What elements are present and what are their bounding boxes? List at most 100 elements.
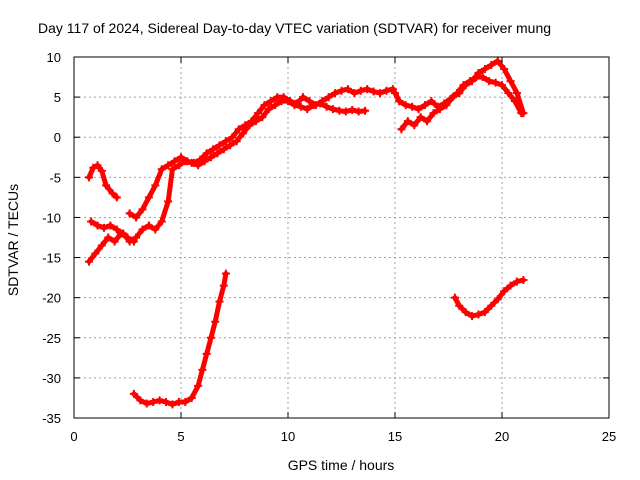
y-tick-label: -15 <box>42 251 61 266</box>
y-tick-label: 10 <box>47 50 61 65</box>
data-point <box>468 77 477 86</box>
data-point <box>303 105 312 114</box>
data-point <box>414 105 423 114</box>
data-point <box>318 97 327 106</box>
data-point <box>506 281 515 290</box>
data-point <box>348 105 357 114</box>
data-point <box>286 97 295 106</box>
data-point <box>136 396 145 405</box>
data-point <box>206 333 215 342</box>
data-point <box>211 317 220 326</box>
y-tick-label: -20 <box>42 291 61 306</box>
data-point <box>410 121 419 130</box>
data-point <box>369 87 378 96</box>
y-tick-label: 0 <box>54 130 61 145</box>
x-tick-label: 5 <box>177 429 184 444</box>
data-series-7 <box>129 269 230 409</box>
data-point <box>144 193 153 202</box>
data-point <box>491 78 500 87</box>
data-point <box>177 153 185 162</box>
data-point <box>99 223 108 232</box>
data-point <box>219 145 228 154</box>
data-point <box>142 399 151 408</box>
data-point <box>164 197 173 206</box>
data-point <box>149 397 158 406</box>
data-point <box>232 137 241 146</box>
data-point <box>241 121 250 130</box>
chart-title: Day 117 of 2024, Sidereal Day-to-day VTE… <box>38 20 551 36</box>
data-point <box>493 57 502 66</box>
data-point <box>187 393 196 402</box>
data-point <box>196 155 205 164</box>
data-point <box>341 107 350 116</box>
y-tick-label: -25 <box>42 331 61 346</box>
data-point <box>108 189 117 198</box>
x-tick-label: 15 <box>388 429 402 444</box>
data-point <box>213 149 222 158</box>
data-point <box>129 389 138 398</box>
data-point <box>474 69 483 78</box>
data-point <box>322 102 331 111</box>
data-point <box>298 93 307 102</box>
data-point <box>442 101 451 110</box>
series-trace <box>88 98 368 244</box>
data-point <box>209 145 218 154</box>
data-point <box>181 397 190 406</box>
tick-labels: 0 5 10 15 20 25 10 5 0 -5 -10 -15 -20 -25 -30 -35 <box>42 50 616 444</box>
data-point <box>350 89 359 98</box>
x-tick-label: 0 <box>70 429 77 444</box>
x-tick-label: 20 <box>495 429 509 444</box>
data-point <box>138 225 147 234</box>
data-point <box>183 157 192 166</box>
data-point <box>157 217 166 226</box>
y-axis-label: SDTVAR / TECUs <box>5 184 21 296</box>
data-point <box>97 166 106 175</box>
data-point <box>337 86 346 95</box>
y-tick-label: -30 <box>42 371 61 386</box>
data-point <box>435 105 444 114</box>
data-point <box>258 113 267 122</box>
data-point <box>194 381 203 390</box>
data-point <box>311 101 320 110</box>
data-series-4 <box>125 85 404 222</box>
data-point <box>519 109 528 118</box>
data-point <box>168 165 177 174</box>
data-point <box>506 77 515 86</box>
data-point <box>427 97 436 106</box>
data-point <box>151 181 160 190</box>
y-tick-label: 5 <box>54 90 61 105</box>
data-point <box>202 149 211 158</box>
data-point <box>493 295 502 304</box>
data-point <box>170 157 179 166</box>
data-point <box>132 233 141 242</box>
data-point <box>324 93 333 102</box>
data-point <box>403 117 412 126</box>
data-point <box>408 102 417 111</box>
data-series-2 <box>87 97 370 246</box>
data-point <box>89 163 98 172</box>
data-point <box>260 101 269 110</box>
data-point <box>328 105 337 114</box>
data-point <box>356 86 365 95</box>
data-point <box>264 105 273 114</box>
data-point <box>221 137 230 146</box>
data-point <box>266 97 275 106</box>
data-point <box>487 61 496 70</box>
data-point <box>162 397 171 406</box>
data-point <box>512 89 521 98</box>
data-point <box>423 117 432 126</box>
data-point <box>401 101 410 110</box>
data-point <box>455 89 464 98</box>
data-point <box>498 81 506 90</box>
data-series <box>84 57 528 409</box>
data-point <box>305 97 314 106</box>
data-point <box>504 89 513 98</box>
data-point <box>450 293 459 302</box>
data-point <box>206 153 215 162</box>
data-point <box>84 257 93 266</box>
data-point <box>112 193 121 202</box>
data-point <box>164 161 173 170</box>
data-point <box>395 97 404 106</box>
data-series-1 <box>84 161 121 202</box>
